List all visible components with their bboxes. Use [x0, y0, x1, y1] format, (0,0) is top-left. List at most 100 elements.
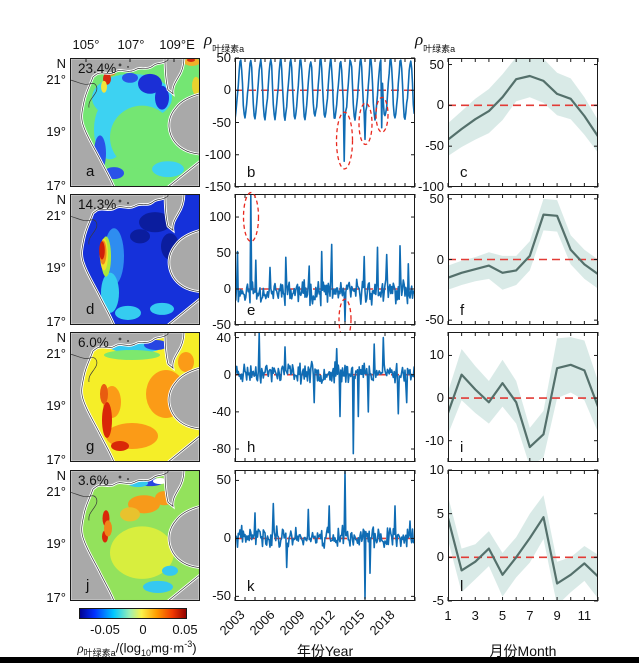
map-percent-label: 14.3%	[78, 197, 117, 212]
map-color-region	[139, 212, 171, 233]
rho-symbol: ρ	[77, 640, 84, 656]
map-island-dot	[118, 199, 122, 203]
lat-tick-label: N	[56, 192, 66, 207]
map-color-region	[122, 72, 138, 83]
map-color-region	[143, 580, 173, 593]
series-line	[448, 516, 598, 585]
colorbar-title-mid: /(log	[115, 640, 141, 656]
map-island-dot	[127, 478, 129, 481]
map-coastline	[168, 229, 200, 293]
chart-panel-c	[447, 58, 599, 188]
chart-panel-letter: l	[460, 578, 464, 595]
map-island-dot	[118, 475, 122, 479]
map-frame	[70, 332, 200, 462]
y-tick-label: 50	[429, 56, 444, 72]
x-tick-label-month: 7	[526, 608, 534, 623]
map-color-region	[101, 80, 107, 93]
chart-bg	[235, 58, 415, 187]
lat-tick-label: N	[56, 56, 66, 71]
y-tick-label: -5	[432, 593, 444, 608]
map-border-line	[70, 215, 98, 245]
map-color-region	[153, 478, 167, 485]
map-color-region	[101, 272, 119, 313]
lat-tick-label: 19°	[46, 536, 66, 551]
chart-panel-letter: e	[247, 302, 256, 319]
map-border-line	[70, 491, 98, 521]
y-tick-label: -10	[425, 432, 444, 448]
y-tick-label: -150	[204, 179, 231, 194]
map-frame	[70, 194, 200, 325]
map-coastline	[70, 470, 169, 601]
lat-tick-label: 19°	[46, 398, 66, 413]
map-color-region	[130, 229, 150, 244]
map-color-region	[138, 73, 162, 94]
map-coastline	[168, 505, 200, 569]
map-sea-group	[70, 58, 200, 187]
chart-plot-area	[448, 198, 598, 290]
colorbar-title-unit: mg·m	[151, 640, 185, 656]
map-border-line	[70, 353, 98, 383]
chart-panel-letter: k	[247, 578, 255, 595]
y-tick-label: 50	[216, 50, 231, 65]
chart-panel-i	[447, 332, 599, 462]
y-tick-label: 100	[209, 209, 231, 225]
map-percent-label: 3.6%	[78, 473, 109, 488]
anomaly-ellipse	[375, 96, 389, 133]
colorbar-tick-label: 0.05	[172, 622, 198, 637]
y-tick-label: -40	[212, 403, 231, 419]
map-panel-j	[70, 470, 200, 601]
y-tick-label: -50	[425, 312, 444, 328]
y-tick-label: 0	[223, 530, 231, 546]
series-line	[235, 332, 415, 455]
colorbar-title-sup: -3	[184, 639, 193, 649]
colorbar-title-close: )	[192, 640, 197, 656]
lon-tick-label: 109°E	[159, 37, 195, 52]
chart-panel-letter: i	[460, 439, 464, 456]
chart-plot-area	[235, 332, 415, 455]
y-tick-label: -50	[212, 317, 231, 332]
x-tick-label-month: 11	[577, 608, 592, 623]
lat-tick-label: 17°	[46, 178, 66, 193]
map-panel-letter: g	[86, 438, 95, 455]
map-color-region	[99, 241, 105, 260]
map-frame	[70, 58, 200, 187]
x-tick-label-month: 9	[553, 608, 561, 623]
chart-panel-h	[234, 332, 416, 462]
rho-label-middle: ρ叶绿素a	[204, 30, 244, 56]
series-line	[235, 58, 415, 162]
map-panel-letter: d	[86, 301, 95, 318]
series-line	[448, 363, 598, 449]
lon-tick-label: 107°	[117, 37, 145, 52]
series-line	[448, 213, 598, 279]
colorbar	[79, 608, 187, 619]
map-color-region	[115, 305, 141, 320]
map-coastline	[164, 194, 185, 232]
colorbar-title-sub: 叶绿素a	[83, 647, 116, 658]
lon-tick-label: 105°	[72, 37, 100, 52]
colorbar-tick-label: -0.05	[90, 622, 120, 637]
map-island-dot	[127, 65, 129, 68]
chart-plot-area	[448, 337, 598, 462]
chart-plot-area	[235, 470, 415, 600]
lat-tick-label: 19°	[46, 260, 66, 275]
lat-tick-label: 17°	[46, 314, 66, 329]
map-color-region	[102, 402, 112, 438]
y-tick-label: -50	[212, 588, 231, 604]
y-tick-label: 0	[436, 97, 444, 113]
y-tick-label: 0	[436, 390, 444, 406]
map-color-region	[120, 507, 140, 522]
lat-tick-label: 17°	[46, 590, 66, 605]
lat-tick-label: 21°	[46, 72, 66, 87]
map-color-region	[104, 520, 112, 537]
map-coastline	[164, 332, 185, 369]
series-line	[448, 74, 598, 141]
series-line	[235, 194, 415, 323]
map-color-region	[100, 384, 108, 404]
chart-panel-letter: f	[460, 302, 465, 319]
map-color-region	[104, 350, 160, 360]
lat-tick-label: N	[56, 468, 66, 483]
map-sea-group	[70, 470, 200, 601]
chart-frame	[448, 332, 598, 462]
lat-tick-label: 21°	[46, 484, 66, 499]
